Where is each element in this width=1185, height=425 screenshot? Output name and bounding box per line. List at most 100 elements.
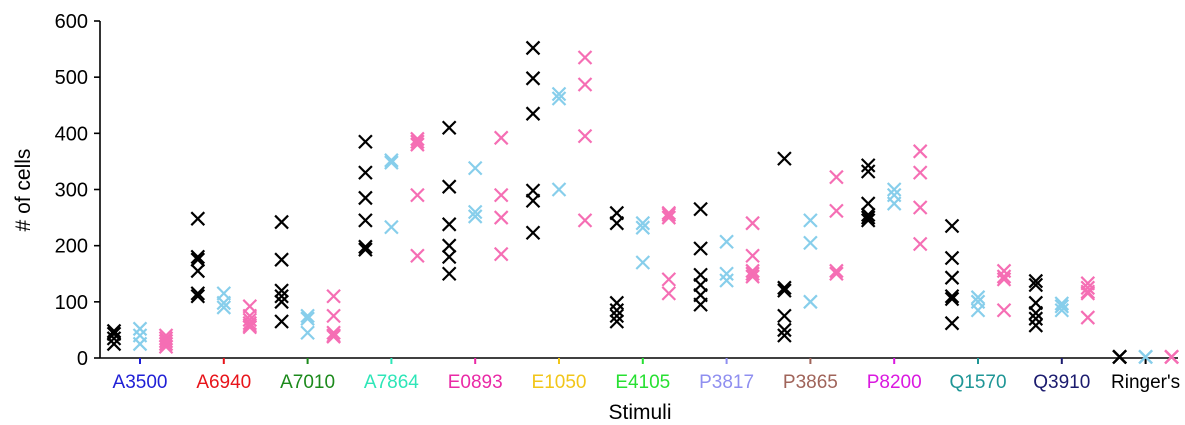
data-point [886, 196, 902, 211]
data-point [1138, 349, 1153, 365]
data-point [467, 204, 483, 220]
x-tick-label: A3500 [113, 372, 168, 393]
data-point [1080, 284, 1096, 300]
data-point [106, 331, 122, 346]
data-point [216, 300, 232, 315]
data-point [577, 77, 593, 92]
data-point [970, 302, 986, 318]
data-point [358, 190, 373, 206]
x-tick-label: A7864 [364, 372, 419, 393]
axes [99, 21, 1178, 359]
y-ticks: 0 100 200 300 400 500 600 [55, 11, 100, 370]
data-point [358, 134, 373, 150]
data-point [661, 272, 677, 287]
x-tick-label: P8200 [867, 372, 922, 393]
y-tick-label: 100 [55, 292, 88, 314]
data-point [410, 248, 425, 264]
data-point [274, 252, 289, 267]
data-point [467, 209, 483, 224]
y-tick-label: 200 [55, 236, 88, 258]
data-point [635, 220, 651, 235]
data-point [719, 273, 734, 288]
data-point [829, 169, 844, 185]
data-point [693, 201, 708, 217]
data-point [441, 179, 457, 194]
data-point [326, 288, 341, 304]
data-point [106, 336, 122, 352]
data-point [829, 263, 844, 279]
data-point [860, 196, 876, 211]
data-point [777, 328, 792, 343]
data-point [693, 241, 708, 256]
data-point [274, 214, 289, 230]
data-point [1164, 349, 1179, 365]
data-point [441, 120, 457, 135]
data-point [829, 266, 844, 282]
data-point [358, 242, 373, 257]
data-point [300, 311, 315, 326]
data-point [326, 325, 341, 341]
data-point [190, 288, 206, 304]
data-point [216, 295, 232, 311]
data-point [493, 187, 509, 203]
data-point [745, 248, 760, 264]
data-point [1054, 302, 1070, 318]
data-point [1028, 277, 1044, 293]
x-tick-label: Q1570 [949, 372, 1006, 393]
data-point [944, 218, 960, 234]
data-point [190, 249, 206, 265]
y-tick-label: 300 [55, 180, 88, 202]
data-point [441, 217, 457, 232]
data-point [441, 238, 457, 253]
data-point [493, 210, 509, 225]
data-point [358, 239, 373, 255]
data-point [158, 336, 174, 352]
data-point [274, 288, 289, 304]
data-point [912, 144, 928, 159]
x-tick-label: Ringer's [1111, 372, 1180, 393]
data-point [661, 205, 677, 221]
data-point [190, 263, 206, 279]
data-point [970, 290, 986, 305]
data-point [777, 280, 792, 296]
x-axis-label: Stimuli [608, 401, 671, 424]
data-point [358, 213, 373, 228]
data-point [410, 134, 425, 150]
data-point [326, 329, 341, 344]
data-point [719, 234, 734, 250]
data-point [493, 246, 509, 262]
data-point [190, 211, 206, 226]
data-point [274, 283, 289, 298]
data-point [577, 213, 593, 228]
data-point [777, 283, 792, 298]
data-point [661, 286, 677, 301]
data-point [190, 252, 206, 267]
data-point [1080, 280, 1096, 296]
data-point [609, 295, 625, 311]
x-tick-label: E0893 [448, 372, 503, 393]
data-point [577, 50, 593, 65]
data-point [1054, 296, 1070, 311]
data-point [493, 130, 509, 146]
data-point [860, 213, 876, 228]
data-point [912, 236, 928, 252]
data-point [609, 302, 625, 318]
data-point [803, 235, 818, 251]
data-point [745, 215, 760, 231]
data-point [1054, 299, 1070, 314]
data-point [944, 270, 960, 285]
data-point [609, 308, 625, 324]
data-point [242, 318, 258, 333]
data-point [525, 193, 541, 209]
data-point [944, 250, 960, 266]
data-point [1028, 305, 1044, 321]
data-point [860, 164, 876, 179]
x-tick-label: P3865 [783, 372, 838, 393]
data-point [996, 272, 1012, 287]
data-point [944, 291, 960, 307]
data-point [944, 288, 960, 304]
data-point [158, 339, 174, 355]
data-point [467, 160, 483, 176]
data-point [609, 314, 625, 329]
data-point [525, 40, 541, 56]
